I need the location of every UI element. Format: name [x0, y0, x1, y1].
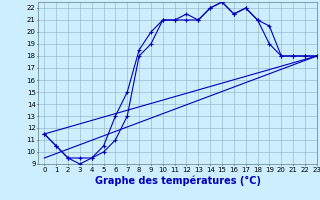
- X-axis label: Graphe des températures (°C): Graphe des températures (°C): [95, 176, 260, 186]
